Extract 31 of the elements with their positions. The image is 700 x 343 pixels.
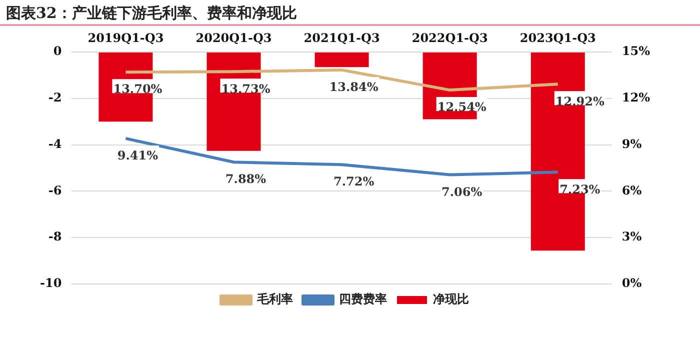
x-tick-label: 2020Q1-Q3 — [196, 30, 272, 45]
x-tick-label: 2022Q1-Q3 — [412, 30, 488, 45]
data-label: 7.88% — [225, 172, 267, 186]
y2-tick-label: 0% — [622, 276, 642, 290]
y-tick-label: -8 — [48, 230, 62, 244]
y2-tick-label: 9% — [622, 136, 642, 151]
chart-title: 图表32：产业链下游毛利率、费率和净现比 — [0, 0, 700, 26]
data-label: 13.73% — [221, 82, 271, 96]
x-tick-label: 2021Q1-Q3 — [304, 30, 380, 45]
x-tick-label: 2019Q1-Q3 — [88, 30, 164, 45]
legend-label: 毛利率 — [256, 292, 293, 306]
y-tick-label: -2 — [48, 90, 62, 105]
y-tick-label: 0 — [53, 44, 62, 58]
y2-tick-label: 3% — [622, 230, 642, 244]
data-label: 13.84% — [329, 80, 379, 94]
legend-label: 净现比 — [433, 292, 469, 306]
data-label: 7.06% — [442, 184, 483, 199]
y2-tick-label: 6% — [622, 183, 642, 198]
data-label: 7.23% — [560, 182, 601, 196]
y2-tick-label: 15% — [622, 44, 651, 58]
y-tick-label: -6 — [48, 183, 62, 198]
data-label: 7.72% — [333, 174, 375, 189]
y-tick-label: -4 — [48, 136, 62, 151]
x-tick-label: 2023Q1-Q3 — [520, 30, 596, 45]
legend-label: 四费费率 — [339, 292, 387, 306]
y-tick-label: -10 — [40, 276, 62, 290]
y2-tick-label: 12% — [622, 90, 651, 105]
data-label: 9.41% — [117, 148, 159, 163]
data-label: 12.54% — [437, 100, 487, 114]
data-label: 12.92% — [555, 94, 605, 108]
data-label: 13.70% — [113, 82, 163, 96]
